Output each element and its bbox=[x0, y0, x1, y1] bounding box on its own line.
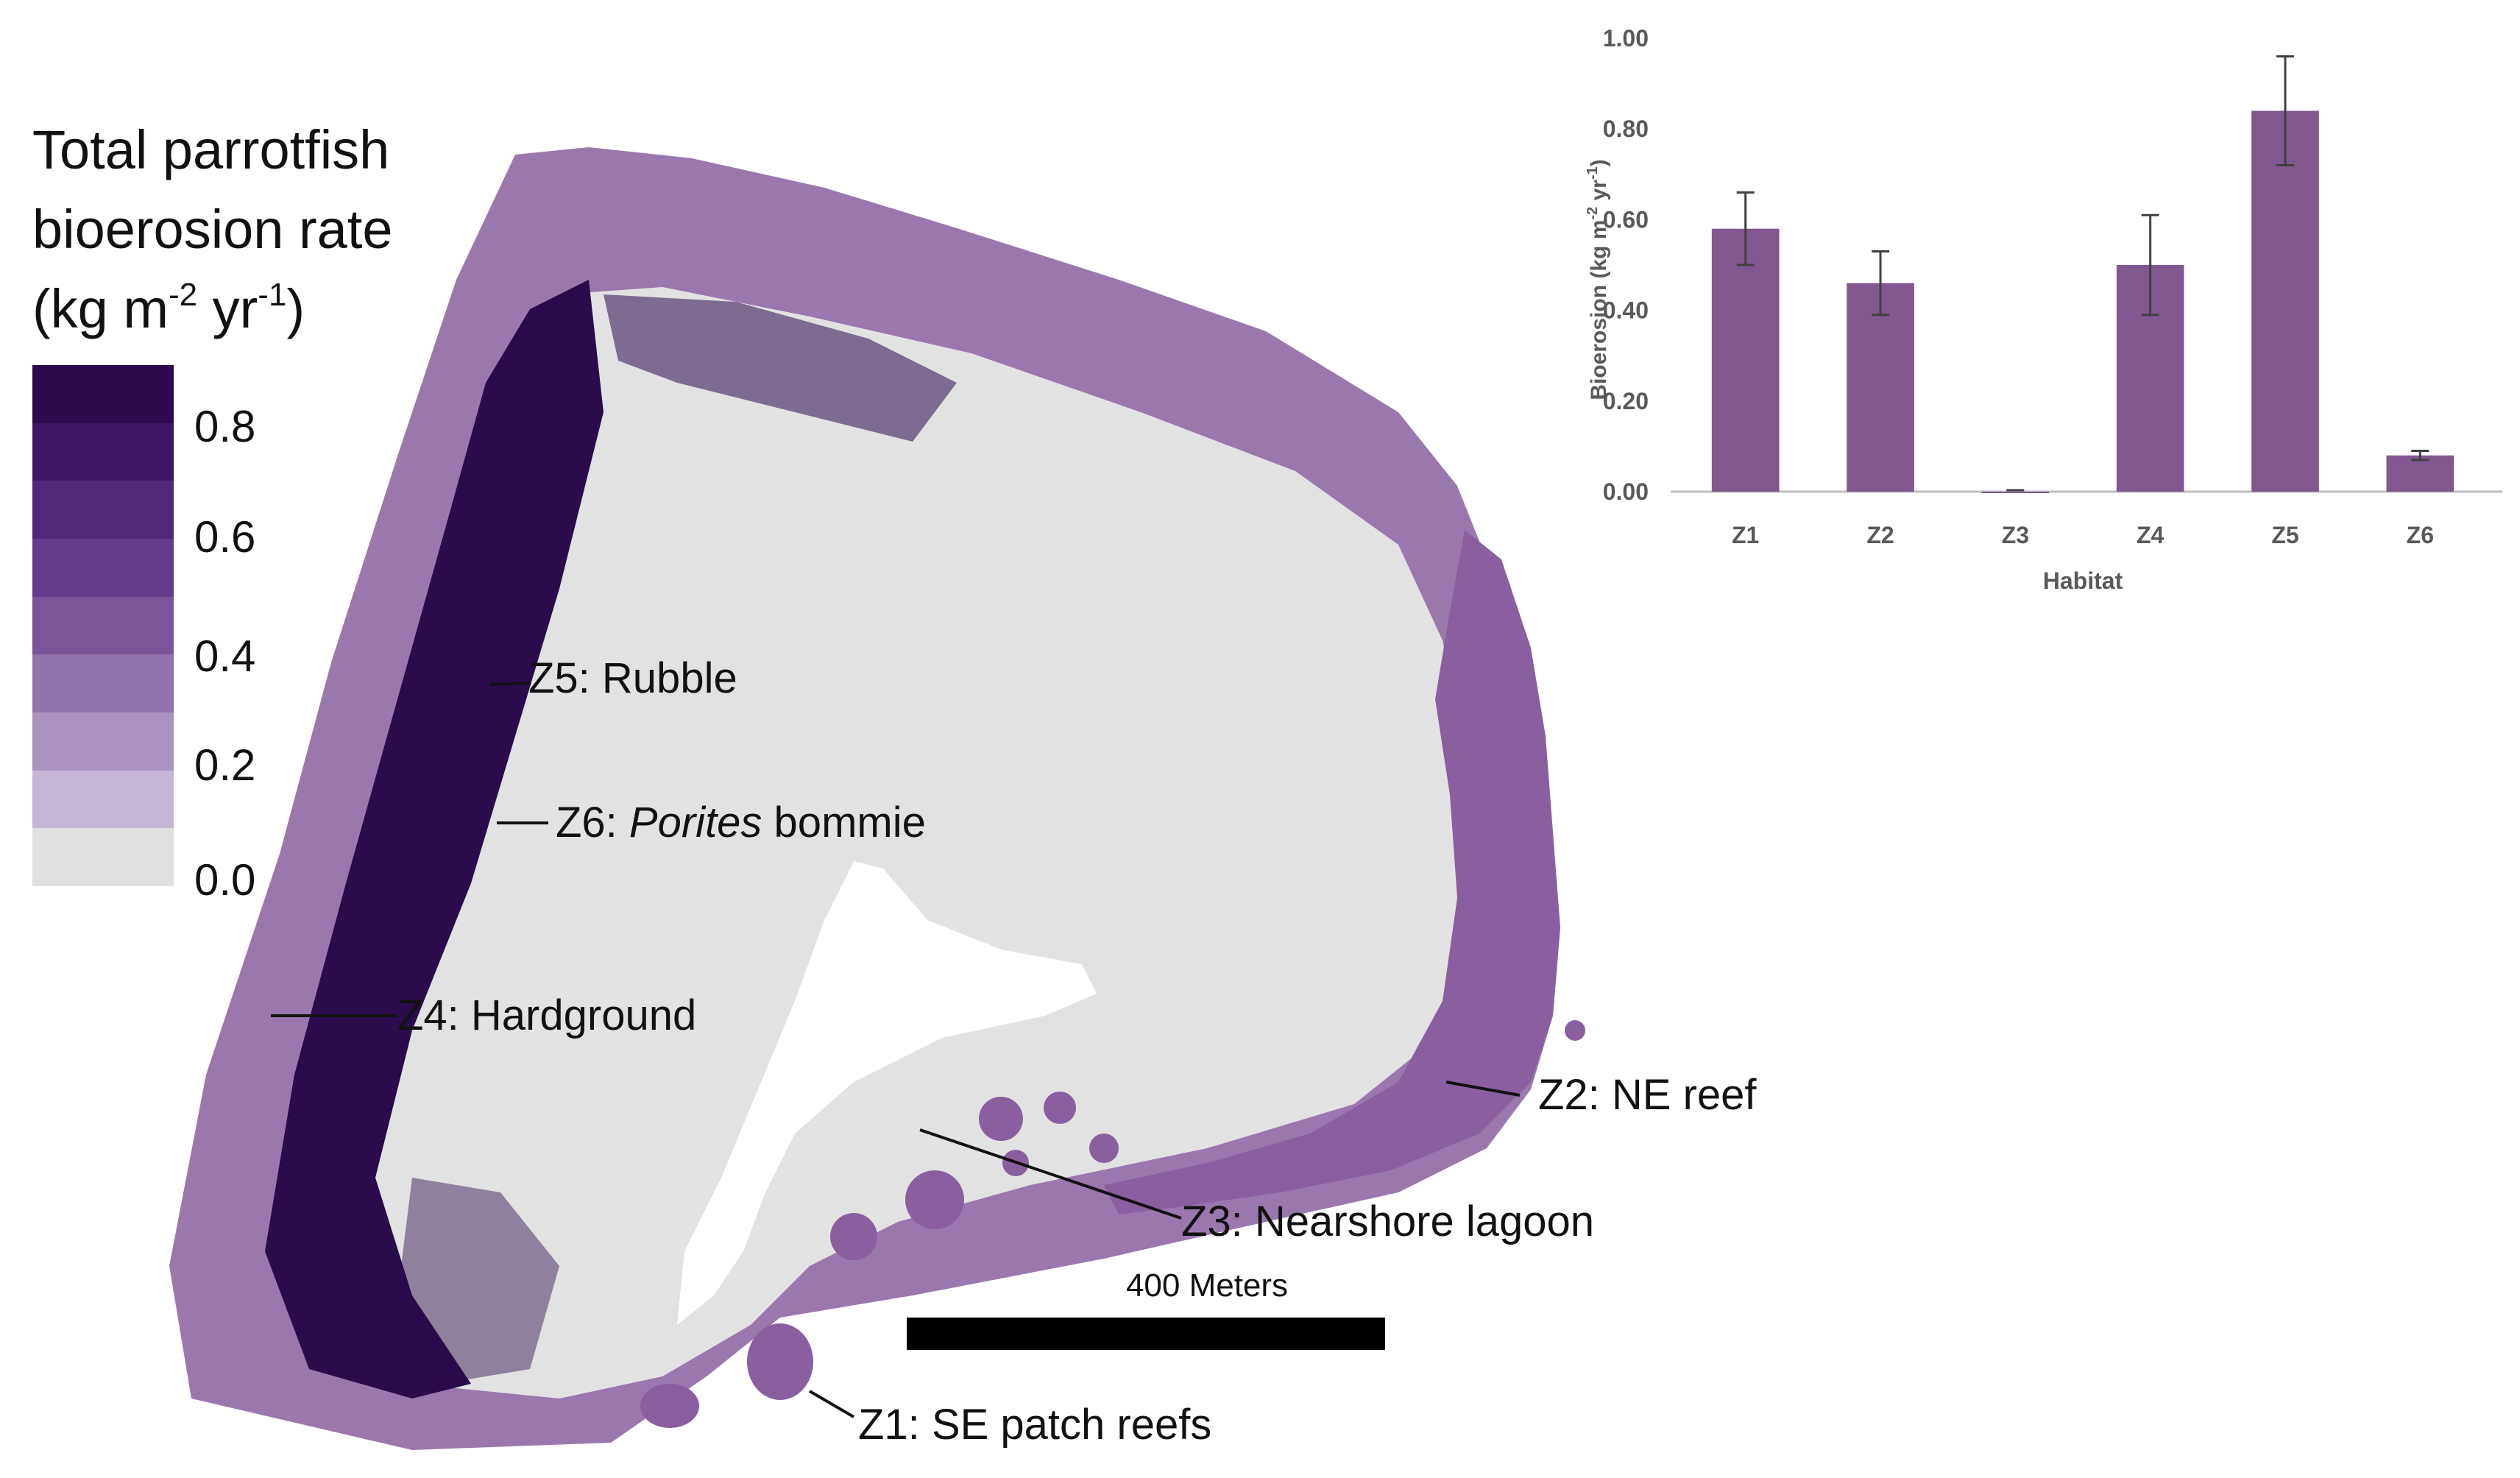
legend-tick: 0.6 bbox=[194, 512, 256, 562]
legend-title: Total parrotfish bioerosion rate (kg m-2… bbox=[32, 110, 503, 349]
legend-title-line1: Total parrotfish bbox=[32, 119, 390, 180]
bar bbox=[2251, 110, 2319, 492]
legend-title-line2: bioerosion rate bbox=[32, 199, 393, 260]
lagoon-area bbox=[309, 287, 1472, 1399]
zone-label-z6: Z6: Porites bommie bbox=[556, 799, 926, 846]
legend-swatch bbox=[32, 365, 174, 423]
legend-units-pre: (kg m bbox=[32, 278, 169, 339]
x-axis-ticks: Z1 Z2 Z3 Z4 Z5 Z6 bbox=[1732, 522, 2434, 548]
legend-tick: 0.0 bbox=[194, 855, 256, 905]
legend-swatch bbox=[32, 713, 174, 771]
scale-bar bbox=[907, 1318, 1385, 1350]
legend-tick: 0.2 bbox=[194, 740, 256, 790]
x-tick-label: Z4 bbox=[2137, 522, 2165, 548]
bar bbox=[1847, 283, 1914, 492]
zone-label-z5: Z5: Rubble bbox=[528, 654, 737, 702]
zone-label-z1: Z1: SE patch reefs bbox=[858, 1401, 1212, 1449]
legend-tick: 0.4 bbox=[194, 632, 256, 681]
island-land bbox=[677, 861, 1097, 1325]
zone-leader-lines bbox=[271, 682, 1521, 1418]
hardground-band bbox=[265, 280, 604, 1399]
zone-label-z4: Z4: Hardground bbox=[397, 991, 697, 1039]
y-tick-label: 0.80 bbox=[1603, 116, 1649, 142]
legend-tick: 0.8 bbox=[194, 402, 256, 451]
leader-z3 bbox=[919, 1128, 1182, 1220]
ylabel-sup2: -1 bbox=[1585, 166, 1601, 180]
bar bbox=[1981, 492, 2050, 493]
legend-swatch bbox=[32, 770, 174, 829]
zone-z6-pre: Z6: bbox=[556, 799, 629, 846]
ylabel-post: ) bbox=[1587, 159, 1611, 166]
legend-swatch bbox=[32, 654, 174, 713]
y-tick-label: 0.40 bbox=[1603, 297, 1649, 324]
y-axis-title: Bioerosion (kg m-2 yr-1) bbox=[1585, 159, 1611, 400]
ylabel-mid: yr bbox=[1587, 180, 1611, 207]
legend-units-post: ) bbox=[286, 278, 305, 339]
y-tick-label: 0.00 bbox=[1603, 478, 1649, 505]
legend-swatch bbox=[32, 539, 174, 597]
ylabel-pre: Bioerosion (kg m bbox=[1587, 220, 1611, 400]
legend-swatch bbox=[32, 596, 174, 655]
reef-map bbox=[169, 147, 1585, 1450]
x-tick-label: Z1 bbox=[1732, 522, 1759, 548]
leader-z2 bbox=[1445, 1081, 1521, 1097]
legend-swatch bbox=[32, 422, 174, 481]
scale-bar-label: 400 Meters bbox=[1125, 1267, 1289, 1304]
y-tick-label: 0.20 bbox=[1603, 388, 1649, 414]
dark-speckle-south bbox=[397, 1178, 559, 1384]
x-tick-label: Z6 bbox=[2407, 522, 2434, 548]
y-tick-label: 0.60 bbox=[1603, 206, 1649, 233]
x-tick-label: Z3 bbox=[2002, 522, 2029, 548]
x-tick-label: Z2 bbox=[1866, 522, 1894, 548]
bioerosion-bar-chart: Bioerosion (kg m-2 yr-1) 0.00 0.20 0.40 0.6… bbox=[1585, 25, 2502, 594]
leader-z1 bbox=[808, 1390, 855, 1418]
leader-z5 bbox=[489, 682, 531, 686]
bar bbox=[2386, 455, 2454, 492]
zone-z6-post: bommie bbox=[762, 799, 926, 846]
bar bbox=[1711, 228, 1780, 492]
legend-color-ramp bbox=[32, 365, 174, 887]
y-axis-label: Bioerosion (kg m-2 yr-1) bbox=[1585, 159, 1611, 400]
legend-swatch bbox=[32, 828, 174, 887]
dark-speckle-north bbox=[604, 294, 957, 442]
legend-title-line3: (kg m-2 yr-1) bbox=[32, 269, 503, 349]
ylabel-sup1: -2 bbox=[1585, 207, 1601, 220]
zone-label-z3: Z3: Nearshore lagoon bbox=[1181, 1198, 1594, 1245]
x-axis-title: Habitat bbox=[2043, 567, 2123, 594]
y-axis-ticks: 0.00 0.20 0.40 0.60 0.80 1.00 bbox=[1603, 25, 1649, 505]
x-tick-label: Z5 bbox=[2271, 522, 2298, 548]
y-tick-label: 1.00 bbox=[1603, 25, 1649, 52]
legend-units-mid: yr bbox=[197, 278, 258, 339]
zone-label-z2: Z2: NE reef bbox=[1538, 1071, 1757, 1119]
legend-swatch bbox=[32, 481, 174, 540]
bars-group bbox=[1711, 55, 2454, 493]
patch-reefs bbox=[640, 1020, 1585, 1428]
legend-units-sup1: -2 bbox=[169, 277, 198, 313]
zone-z6-italic: Porites bbox=[629, 799, 762, 846]
legend-units-sup2: -1 bbox=[258, 277, 287, 313]
ne-reef bbox=[1104, 530, 1560, 1214]
